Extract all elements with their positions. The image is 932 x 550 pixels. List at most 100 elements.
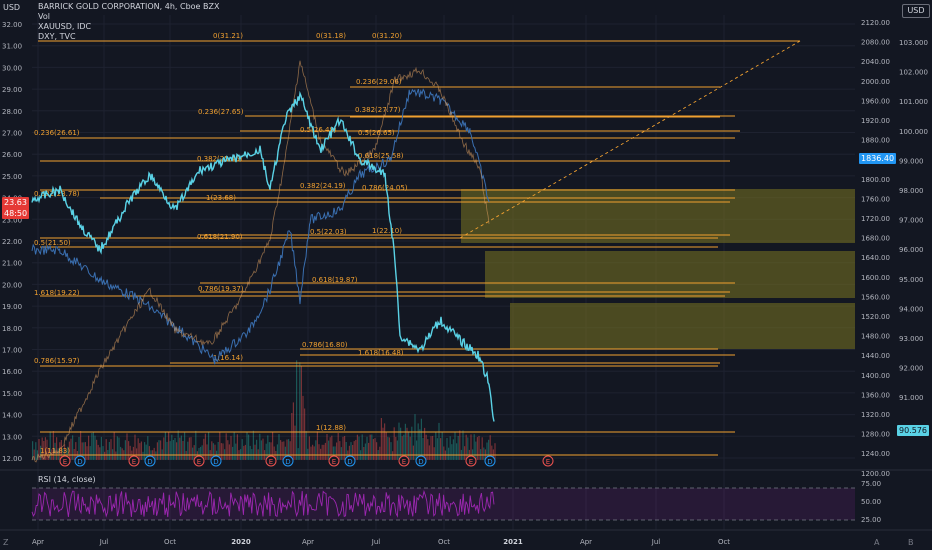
volume-bar xyxy=(208,432,210,460)
right-axis-tick: 101.000 xyxy=(899,98,928,106)
volume-bar xyxy=(478,435,480,460)
volume-bar xyxy=(86,446,88,460)
earnings-marker[interactable] xyxy=(265,455,277,467)
log-scale-icon[interactable]: B xyxy=(908,538,914,547)
volume-bar xyxy=(265,443,267,460)
dividend-marker[interactable] xyxy=(344,455,356,467)
earnings-marker[interactable] xyxy=(59,455,71,467)
volume-bar xyxy=(352,445,354,460)
volume-bar xyxy=(409,436,411,460)
volume-bar xyxy=(436,438,438,460)
volume-bar xyxy=(142,451,144,460)
mid-axis-tick: 1280.00 xyxy=(861,431,890,439)
volume-bar xyxy=(291,413,293,460)
volume-bar xyxy=(438,422,440,460)
volume-bar xyxy=(166,441,168,460)
volume-bar xyxy=(144,442,146,460)
left-axis-tick: 18.00 xyxy=(2,325,22,333)
volume-bar xyxy=(270,442,272,460)
legend-symbol[interactable]: BARRICK GOLD CORPORATION, 4h, Cboe BZX xyxy=(38,2,220,11)
volume-bar xyxy=(147,436,149,460)
auto-scale-icon[interactable]: A xyxy=(874,538,880,547)
mid-axis-tick: 1760.00 xyxy=(861,195,890,203)
volume-bar xyxy=(89,446,91,460)
event-label: E xyxy=(63,458,67,466)
volume-bar xyxy=(232,446,234,460)
volume-bar xyxy=(427,439,429,460)
volume-bar xyxy=(60,440,62,460)
volume-bar xyxy=(78,437,80,460)
volume-bar xyxy=(420,418,422,460)
legend-xauusd[interactable]: XAUUSD, IDC xyxy=(38,22,92,31)
volume-bar xyxy=(296,360,298,460)
event-label: E xyxy=(132,458,136,466)
fib-levels: 0(31.21) 0(31.18) 0(31.20) 0.236(29.06) 0.38… xyxy=(34,32,801,456)
price-axes[interactable]: 32.00 31.00 30.00 29.00 28.00 27.00 26.00 25.00… xyxy=(2,19,928,478)
event-label: D xyxy=(418,458,423,466)
volume-bar xyxy=(246,431,248,460)
volume-bar xyxy=(252,430,254,460)
dividend-marker[interactable] xyxy=(282,455,294,467)
earnings-marker[interactable] xyxy=(542,455,554,467)
volume-bar xyxy=(198,448,200,460)
goto-date-icon[interactable]: Z xyxy=(3,538,9,547)
right-axis-tick: 92.000 xyxy=(899,365,924,373)
left-axis-tick: 23.00 xyxy=(2,216,22,224)
volume-bar xyxy=(408,431,410,460)
volume-bar xyxy=(318,444,320,460)
volume-bar xyxy=(273,446,275,460)
rsi-pane[interactable]: 75.00 50.00 25.00 xyxy=(0,469,932,524)
dividend-marker[interactable] xyxy=(210,455,222,467)
volume-bar xyxy=(244,444,246,460)
chart-legend: BARRICK GOLD CORPORATION, 4h, Cboe BZX V… xyxy=(38,2,219,42)
legend-volume[interactable]: Vol xyxy=(38,12,50,21)
earnings-marker[interactable] xyxy=(128,455,140,467)
volume-bar xyxy=(168,432,170,460)
volume-bar xyxy=(190,437,192,460)
dividend-marker[interactable] xyxy=(74,455,86,467)
dividend-marker[interactable] xyxy=(484,455,496,467)
legend-dxy[interactable]: DXY, TVC xyxy=(38,32,76,41)
volume-bar xyxy=(200,446,202,460)
volume-bar xyxy=(196,451,198,460)
volume-bar xyxy=(94,435,96,460)
volume-bar xyxy=(308,436,310,460)
fib-label: 1(22.10) xyxy=(372,227,402,235)
rsi-legend[interactable]: RSI (14, close) xyxy=(38,475,96,484)
volume-bar xyxy=(108,442,110,460)
time-axis-tick: Apr xyxy=(302,538,314,546)
right-axis-tick: 98.000 xyxy=(899,187,924,195)
currency-button[interactable]: USD xyxy=(902,4,930,18)
earnings-marker[interactable] xyxy=(328,455,340,467)
volume-bar xyxy=(416,440,418,460)
earnings-marker[interactable] xyxy=(193,455,205,467)
mid-axis-tick: 1920.00 xyxy=(861,117,890,125)
volume-bar xyxy=(171,434,173,460)
earnings-marker[interactable] xyxy=(465,455,477,467)
volume-bar xyxy=(369,434,371,460)
fib-label: 0.5(26.65) xyxy=(358,129,395,137)
event-label: E xyxy=(402,458,406,466)
mid-axis-tick: 1640.00 xyxy=(861,254,890,262)
volume-bar xyxy=(100,436,102,460)
dividend-marker[interactable] xyxy=(144,455,156,467)
volume-bar xyxy=(129,445,131,460)
time-axis[interactable]: Apr Jul Oct 2020 Apr Jul Oct 2021 Apr Jul Oct xyxy=(0,529,932,546)
fib-label: 0.5(21.50) xyxy=(34,239,71,247)
time-axis-tick: Jul xyxy=(651,538,661,546)
volume-bar xyxy=(235,443,237,460)
right-axis-tick: 102.000 xyxy=(899,69,928,77)
dividend-marker[interactable] xyxy=(415,455,427,467)
volume-bar xyxy=(184,432,186,460)
earnings-marker[interactable] xyxy=(398,455,410,467)
rsi-axis-tick: 75.00 xyxy=(861,480,881,488)
event-label: D xyxy=(487,458,492,466)
volume-bar xyxy=(454,432,456,460)
fib-label: 0(31.18) xyxy=(316,32,346,40)
volume-bar xyxy=(115,451,117,460)
volume-bar xyxy=(470,434,472,460)
volume-bar xyxy=(46,439,48,460)
volume-bar xyxy=(43,441,45,460)
